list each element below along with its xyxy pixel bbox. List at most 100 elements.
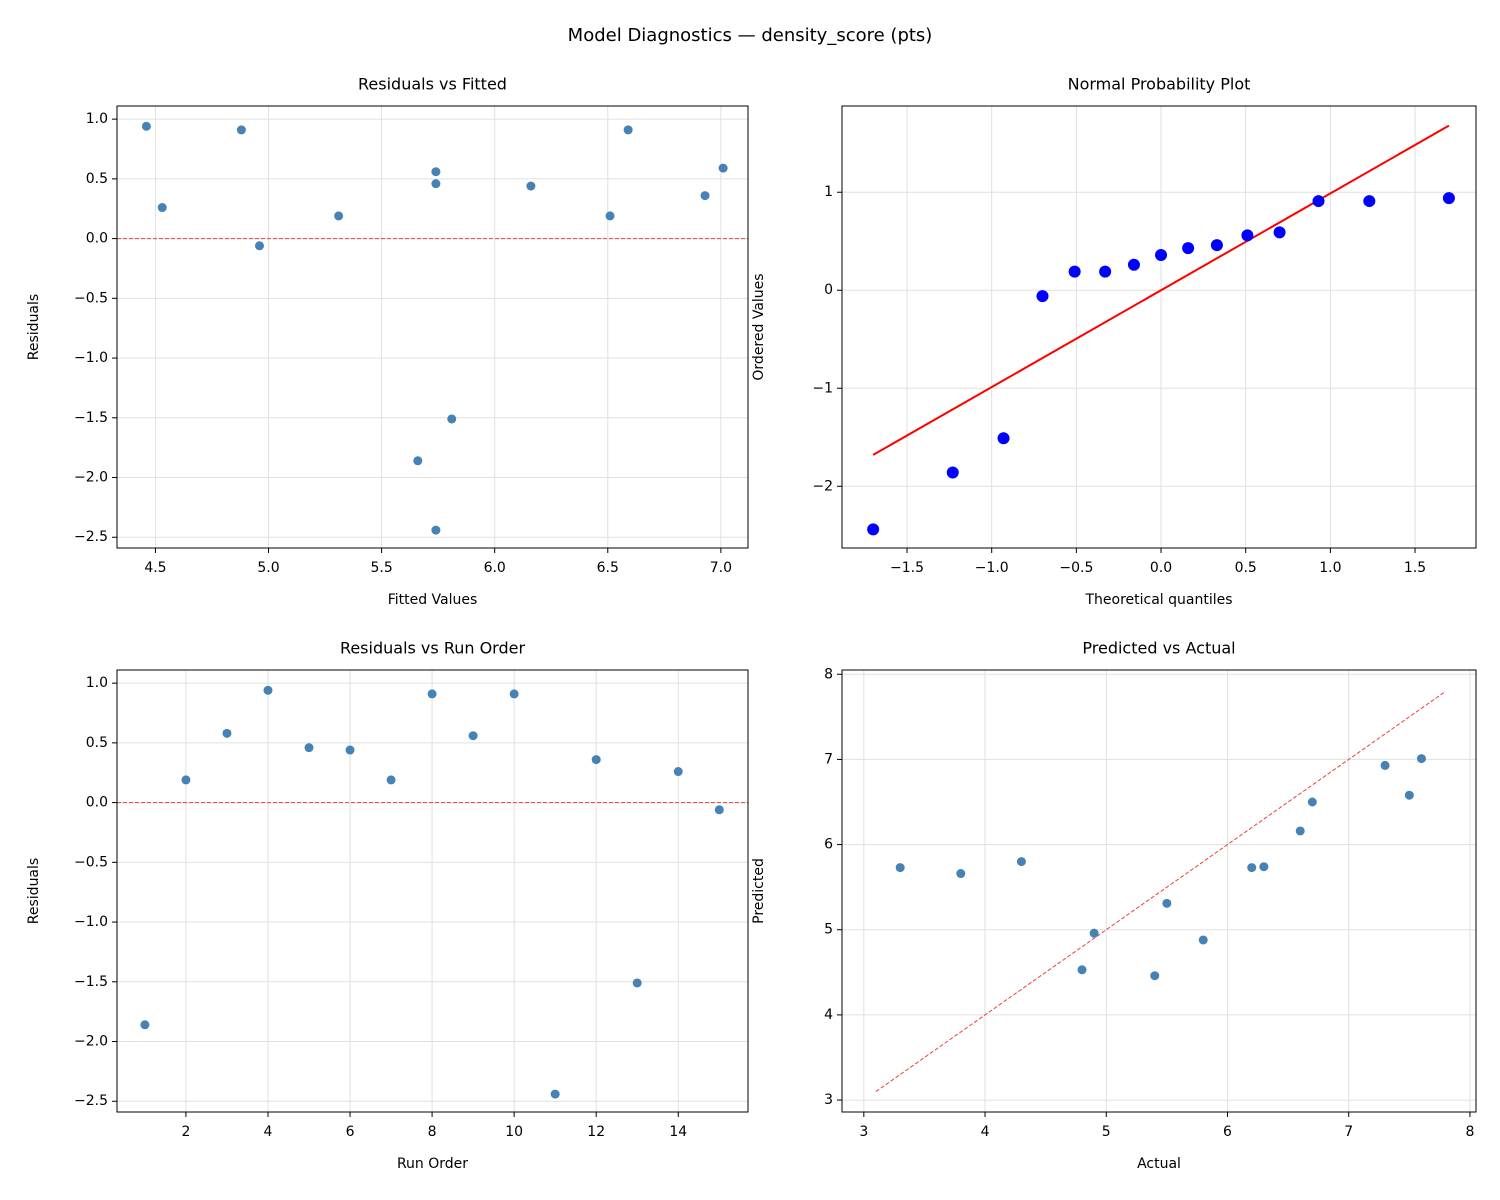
point (386, 775, 396, 785)
axes-frame (841, 669, 1477, 1113)
y-tick-label: 4 (824, 1007, 833, 1023)
y-axis-label: Residuals (26, 858, 42, 924)
point (468, 731, 478, 741)
subplot-title: Residuals vs Run Order (340, 639, 526, 658)
y-tick-label: 0.5 (86, 171, 108, 187)
figure-title: Model Diagnostics — density_score (pts) (568, 25, 933, 46)
point (1307, 797, 1317, 807)
point (700, 191, 710, 201)
point (605, 211, 615, 221)
x-tick-label: 4 (264, 1124, 273, 1140)
y-tick-label: 7 (824, 751, 833, 767)
point (1150, 971, 1160, 981)
x-tick-label: 5.0 (257, 560, 279, 576)
x-tick-label: 5 (1102, 1124, 1111, 1140)
plot-area (117, 670, 748, 1112)
x-tick-label: 6 (346, 1124, 355, 1140)
y-tick-label: 3 (824, 1092, 833, 1108)
point (427, 689, 437, 699)
y-tick-label: −1.0 (74, 350, 108, 366)
point (447, 414, 457, 424)
y-tick-label: −2.0 (74, 470, 108, 486)
x-tick-label: 2 (181, 1124, 190, 1140)
x-tick-label: 1.0 (1319, 560, 1341, 576)
axes-frame (116, 105, 749, 549)
x-tick-label: 6 (1223, 1124, 1232, 1140)
point (1099, 265, 1112, 278)
point (946, 466, 959, 479)
x-tick-label: 10 (505, 1124, 523, 1140)
plot-area (117, 106, 748, 548)
y-tick-label: 8 (824, 666, 833, 682)
point (673, 767, 683, 777)
y-tick-label: 6 (824, 837, 833, 853)
x-tick-label: 4 (981, 1124, 990, 1140)
x-tick-label: 8 (1465, 1124, 1474, 1140)
subplot-title: Residuals vs Fitted (358, 75, 507, 94)
point (526, 181, 536, 191)
y-tick-label: −0.5 (74, 854, 108, 870)
y-tick-label: −2.5 (74, 1093, 108, 1109)
y-tick-label: −2 (812, 478, 833, 494)
y-tick-label: 5 (824, 922, 833, 938)
y-tick-label: 0.0 (86, 231, 108, 247)
point (1198, 935, 1208, 945)
plot-area (842, 670, 1476, 1112)
point (1247, 863, 1257, 873)
fit-line (872, 124, 1450, 456)
point (1036, 290, 1049, 303)
point (1416, 754, 1426, 764)
point (997, 432, 1010, 445)
reference-line (875, 690, 1446, 1092)
y-tick-label: 1.0 (86, 111, 108, 127)
point (1273, 226, 1286, 239)
x-tick-label: 0.5 (1235, 560, 1257, 576)
point (141, 121, 151, 131)
x-tick-label: 14 (669, 1124, 687, 1140)
x-tick-label: 0.0 (1150, 560, 1172, 576)
x-tick-label: −1.5 (890, 560, 924, 576)
y-tick-label: −1.5 (74, 410, 108, 426)
point (632, 978, 642, 988)
y-tick-label: 0 (824, 282, 833, 298)
y-tick-label: −0.5 (74, 290, 108, 306)
y-tick-label: −1 (812, 380, 833, 396)
point (1068, 265, 1081, 278)
y-tick-label: −1.5 (74, 974, 108, 990)
y-axis-label: Ordered Values (751, 273, 767, 380)
y-tick-label: 0.0 (86, 795, 108, 811)
x-axis-label: Run Order (397, 1156, 468, 1172)
point (509, 689, 519, 699)
point (1162, 898, 1172, 908)
x-tick-label: 6.0 (484, 560, 506, 576)
x-axis-label: Fitted Values (388, 592, 478, 608)
point (867, 523, 880, 536)
point (623, 125, 633, 135)
y-tick-label: 0.5 (86, 735, 108, 751)
x-tick-label: 7 (1344, 1124, 1353, 1140)
point (1241, 229, 1254, 242)
point (1210, 239, 1223, 252)
x-tick-label: 12 (587, 1124, 605, 1140)
x-axis-label: Theoretical quantiles (1084, 592, 1232, 608)
point (718, 163, 728, 173)
y-axis-label: Predicted (751, 858, 767, 924)
point (1404, 790, 1414, 800)
point (157, 203, 167, 213)
x-tick-label: 7.0 (710, 560, 732, 576)
point (956, 869, 966, 879)
y-tick-label: 1 (824, 184, 833, 200)
x-tick-label: 4.5 (144, 560, 166, 576)
x-tick-label: 8 (428, 1124, 437, 1140)
y-tick-label: −2.5 (74, 529, 108, 545)
point (181, 775, 191, 785)
x-axis-label: Actual (1137, 1156, 1181, 1172)
x-tick-label: 1.5 (1404, 560, 1426, 576)
point (1259, 862, 1269, 872)
point (254, 241, 264, 251)
point (895, 863, 905, 873)
point (1312, 195, 1325, 208)
point (431, 179, 441, 189)
x-tick-label: −0.5 (1059, 560, 1093, 576)
point (1182, 242, 1195, 255)
